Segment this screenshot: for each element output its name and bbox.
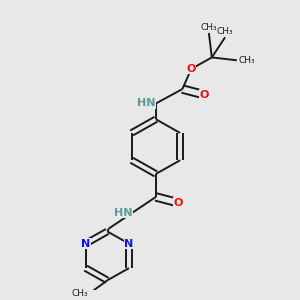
Text: O: O bbox=[200, 90, 209, 100]
Text: CH₃: CH₃ bbox=[217, 27, 233, 36]
Text: N: N bbox=[81, 239, 90, 249]
Text: HN: HN bbox=[137, 98, 156, 108]
Text: O: O bbox=[187, 64, 196, 74]
Text: HN: HN bbox=[114, 208, 132, 218]
Text: CH₃: CH₃ bbox=[238, 56, 255, 65]
Text: CH₃: CH₃ bbox=[71, 289, 88, 298]
Text: CH₃: CH₃ bbox=[201, 22, 217, 32]
Text: O: O bbox=[173, 198, 183, 208]
Text: N: N bbox=[124, 239, 134, 249]
